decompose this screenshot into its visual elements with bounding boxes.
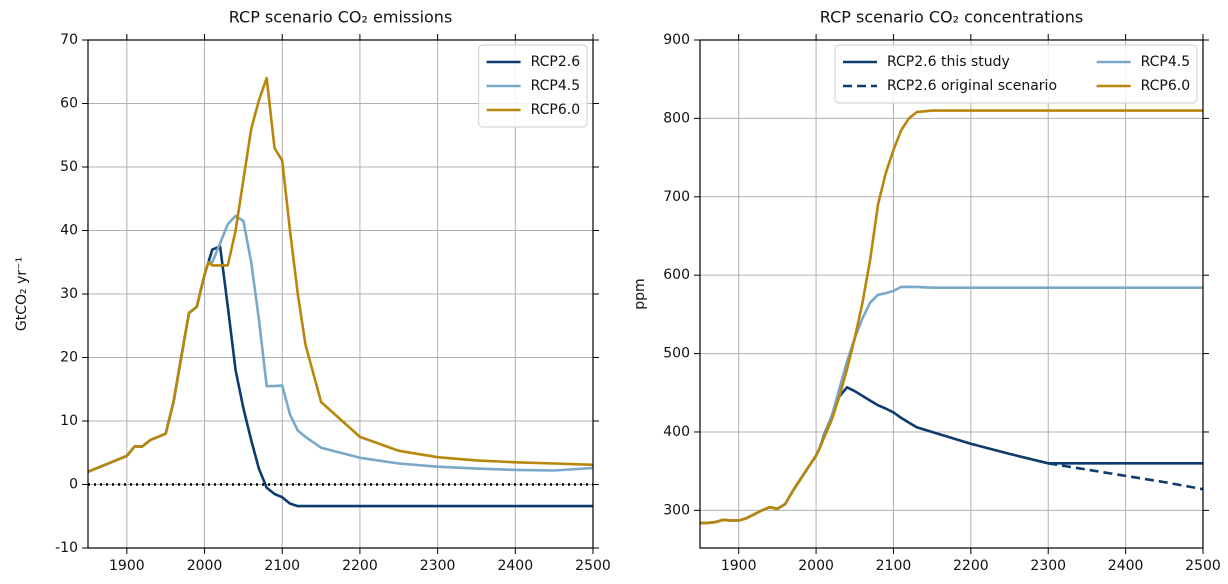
legend-box [834, 44, 1198, 104]
x-tick-label: 2400 [497, 558, 533, 574]
y-axis-label: GtCO₂ yr⁻¹ [14, 257, 30, 331]
y-tick-label: 500 [663, 346, 690, 362]
legend: RCP2.6 RCP4.5 RCP6.0 [478, 44, 588, 128]
series-line [700, 386, 1203, 525]
x-tick-label: 2500 [1185, 558, 1221, 574]
x-tick-label: 2300 [420, 558, 456, 574]
y-tick-label: 0 [69, 477, 78, 493]
y-tick-label: 700 [663, 189, 690, 205]
y-axis-label: ppm [632, 278, 648, 309]
series-line [88, 245, 593, 508]
series-line [700, 109, 1203, 525]
x-tick-label: 2300 [1030, 558, 1066, 574]
legend: RCP2.6 this study RCP2.6 original scenari… [834, 44, 1198, 104]
y-tick-label: 600 [663, 267, 690, 283]
legend-label: RCP6.0 [531, 102, 581, 118]
y-tick-label: 60 [60, 96, 78, 112]
legend-box [478, 44, 588, 128]
y-tick-label: 400 [663, 424, 690, 440]
y-tick-label: 20 [60, 350, 78, 366]
plot-area: 1900 2000 2100 2200 2300 2400 2500 -10 0 10 20 30 40… [14, 8, 611, 575]
x-tick-label: 2100 [264, 558, 300, 574]
x-tick-label: 1900 [109, 558, 145, 574]
y-tick-label: 50 [60, 159, 78, 175]
y-tick-label: 40 [60, 223, 78, 239]
x-tick-label: 2100 [876, 558, 912, 574]
legend-label: RCP6.0 [1141, 78, 1191, 94]
x-tick-label: 2500 [575, 558, 611, 574]
x-tick-label: 2000 [187, 558, 223, 574]
y-tick-label: 900 [663, 32, 690, 48]
series-line [88, 76, 593, 474]
legend-label: RCP2.6 original scenario [887, 78, 1057, 94]
x-tick-label: 2000 [798, 558, 834, 574]
y-tick-label: -10 [55, 540, 78, 556]
chart-title: RCP scenario CO₂ concentrations [820, 8, 1083, 27]
y-tick-label: 800 [663, 110, 690, 126]
series-line [700, 285, 1203, 525]
legend-label: RCP4.5 [531, 78, 581, 94]
x-tick-label: 2200 [342, 558, 378, 574]
series-line [1047, 462, 1203, 491]
x-tick-label: 2200 [953, 558, 989, 574]
axes-frame [699, 39, 1204, 549]
y-tick-label: 10 [60, 413, 78, 429]
y-tick-label: 30 [60, 286, 78, 302]
plot-area: 1900 2000 2100 2200 2300 2400 2500 300 400 500 600… [632, 8, 1221, 575]
legend-label: RCP2.6 this study [887, 54, 1010, 70]
y-tick-label: 70 [60, 32, 78, 48]
axes-frame [87, 39, 594, 549]
legend-label: RCP4.5 [1141, 54, 1191, 70]
x-tick-label: 1900 [721, 558, 757, 574]
x-tick-label: 2400 [1108, 558, 1144, 574]
legend-label: RCP2.6 [531, 54, 581, 70]
chart-title: RCP scenario CO₂ emissions [229, 8, 453, 27]
y-tick-label: 300 [663, 502, 690, 518]
